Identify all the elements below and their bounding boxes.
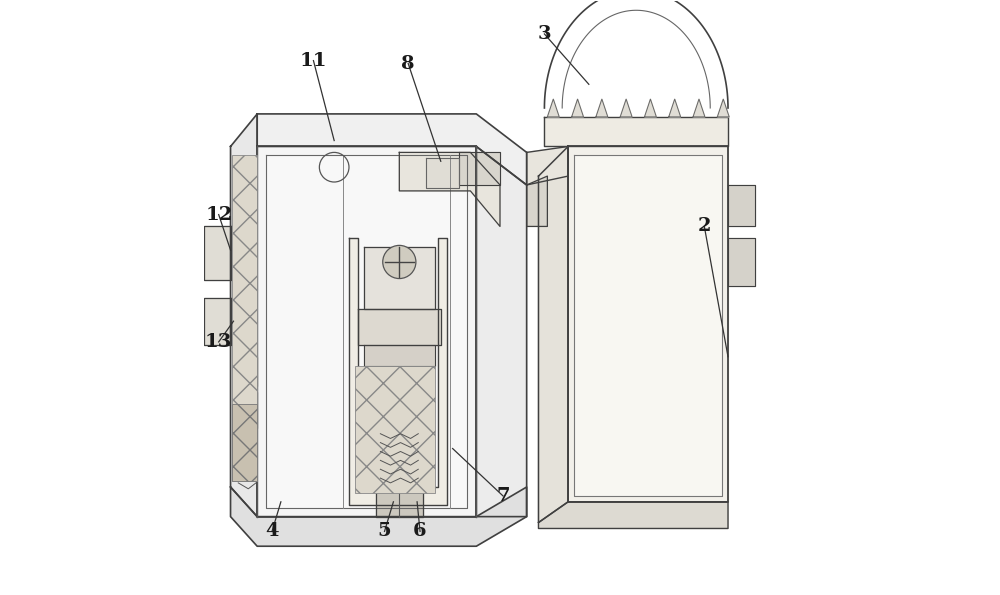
Polygon shape [572,99,584,117]
Polygon shape [257,114,527,185]
Polygon shape [527,146,568,185]
Polygon shape [257,146,476,516]
Polygon shape [426,158,459,188]
Bar [232,404,257,481]
Polygon shape [669,99,681,117]
Polygon shape [476,146,527,516]
Polygon shape [717,99,729,117]
Polygon shape [538,146,568,522]
Text: 4: 4 [265,522,279,540]
Polygon shape [620,99,632,117]
Polygon shape [204,298,231,345]
Polygon shape [376,487,423,516]
Polygon shape [574,155,722,496]
Polygon shape [349,238,447,505]
Polygon shape [236,392,257,428]
Text: 7: 7 [496,487,510,505]
Polygon shape [231,487,527,546]
Polygon shape [231,114,257,516]
Text: 8: 8 [401,55,415,73]
Polygon shape [538,502,728,528]
Polygon shape [266,155,467,508]
Bar [355,365,435,493]
Bar [232,155,257,481]
Polygon shape [364,247,435,309]
Text: 12: 12 [205,206,232,224]
Polygon shape [364,345,435,365]
Text: 13: 13 [205,333,232,351]
Text: 3: 3 [538,25,551,43]
Text: 5: 5 [378,522,391,540]
Polygon shape [547,99,559,117]
Polygon shape [204,227,231,280]
Text: 6: 6 [413,522,427,540]
Polygon shape [728,185,755,227]
Polygon shape [568,146,728,502]
Polygon shape [728,238,755,286]
Polygon shape [596,99,608,117]
Polygon shape [399,152,500,227]
Text: 2: 2 [698,217,711,236]
Polygon shape [544,117,728,146]
Polygon shape [527,176,547,227]
Circle shape [383,245,416,278]
Polygon shape [645,99,656,117]
Polygon shape [358,309,441,345]
Polygon shape [236,357,257,386]
Text: 11: 11 [300,52,327,70]
Polygon shape [459,152,500,185]
Polygon shape [693,99,705,117]
